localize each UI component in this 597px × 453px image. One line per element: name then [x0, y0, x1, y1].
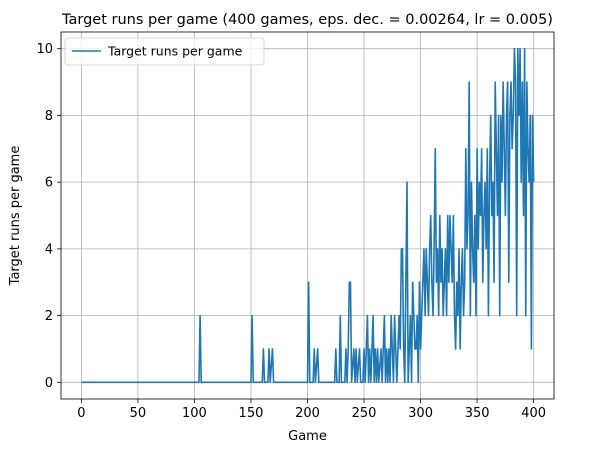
series-line — [81, 47, 535, 384]
x-tick-label: 100 — [182, 406, 207, 421]
y-axis-label: Target runs per game — [8, 146, 23, 287]
y-tick-label: 2 — [45, 309, 53, 324]
x-tick-label: 350 — [465, 406, 490, 421]
legend: Target runs per game — [64, 37, 265, 66]
legend-box — [64, 37, 265, 66]
x-axis-label: Game — [288, 429, 327, 444]
x-tick-label: 200 — [295, 406, 320, 421]
y-tick-label: 0 — [45, 376, 53, 391]
x-tick-label: 400 — [521, 406, 546, 421]
x-tick-label: 0 — [77, 406, 85, 421]
y-tick-label: 6 — [45, 176, 53, 191]
y-tick-label: 8 — [45, 109, 53, 124]
x-tick-label: 250 — [352, 406, 377, 421]
x-axis-ticks: 0 50 100 150 200 250 300 350 400 — [77, 399, 546, 421]
y-tick-label: 10 — [36, 42, 53, 57]
x-tick-label: 150 — [239, 406, 264, 421]
y-tick-label: 4 — [45, 242, 53, 257]
legend-entry: Target runs per game — [107, 44, 243, 59]
x-tick-label: 300 — [408, 406, 433, 421]
y-axis-ticks: 0 2 4 6 8 10 — [36, 42, 61, 391]
chart-title: Target runs per game (400 games, eps. de… — [61, 12, 553, 28]
x-tick-label: 50 — [130, 406, 147, 421]
